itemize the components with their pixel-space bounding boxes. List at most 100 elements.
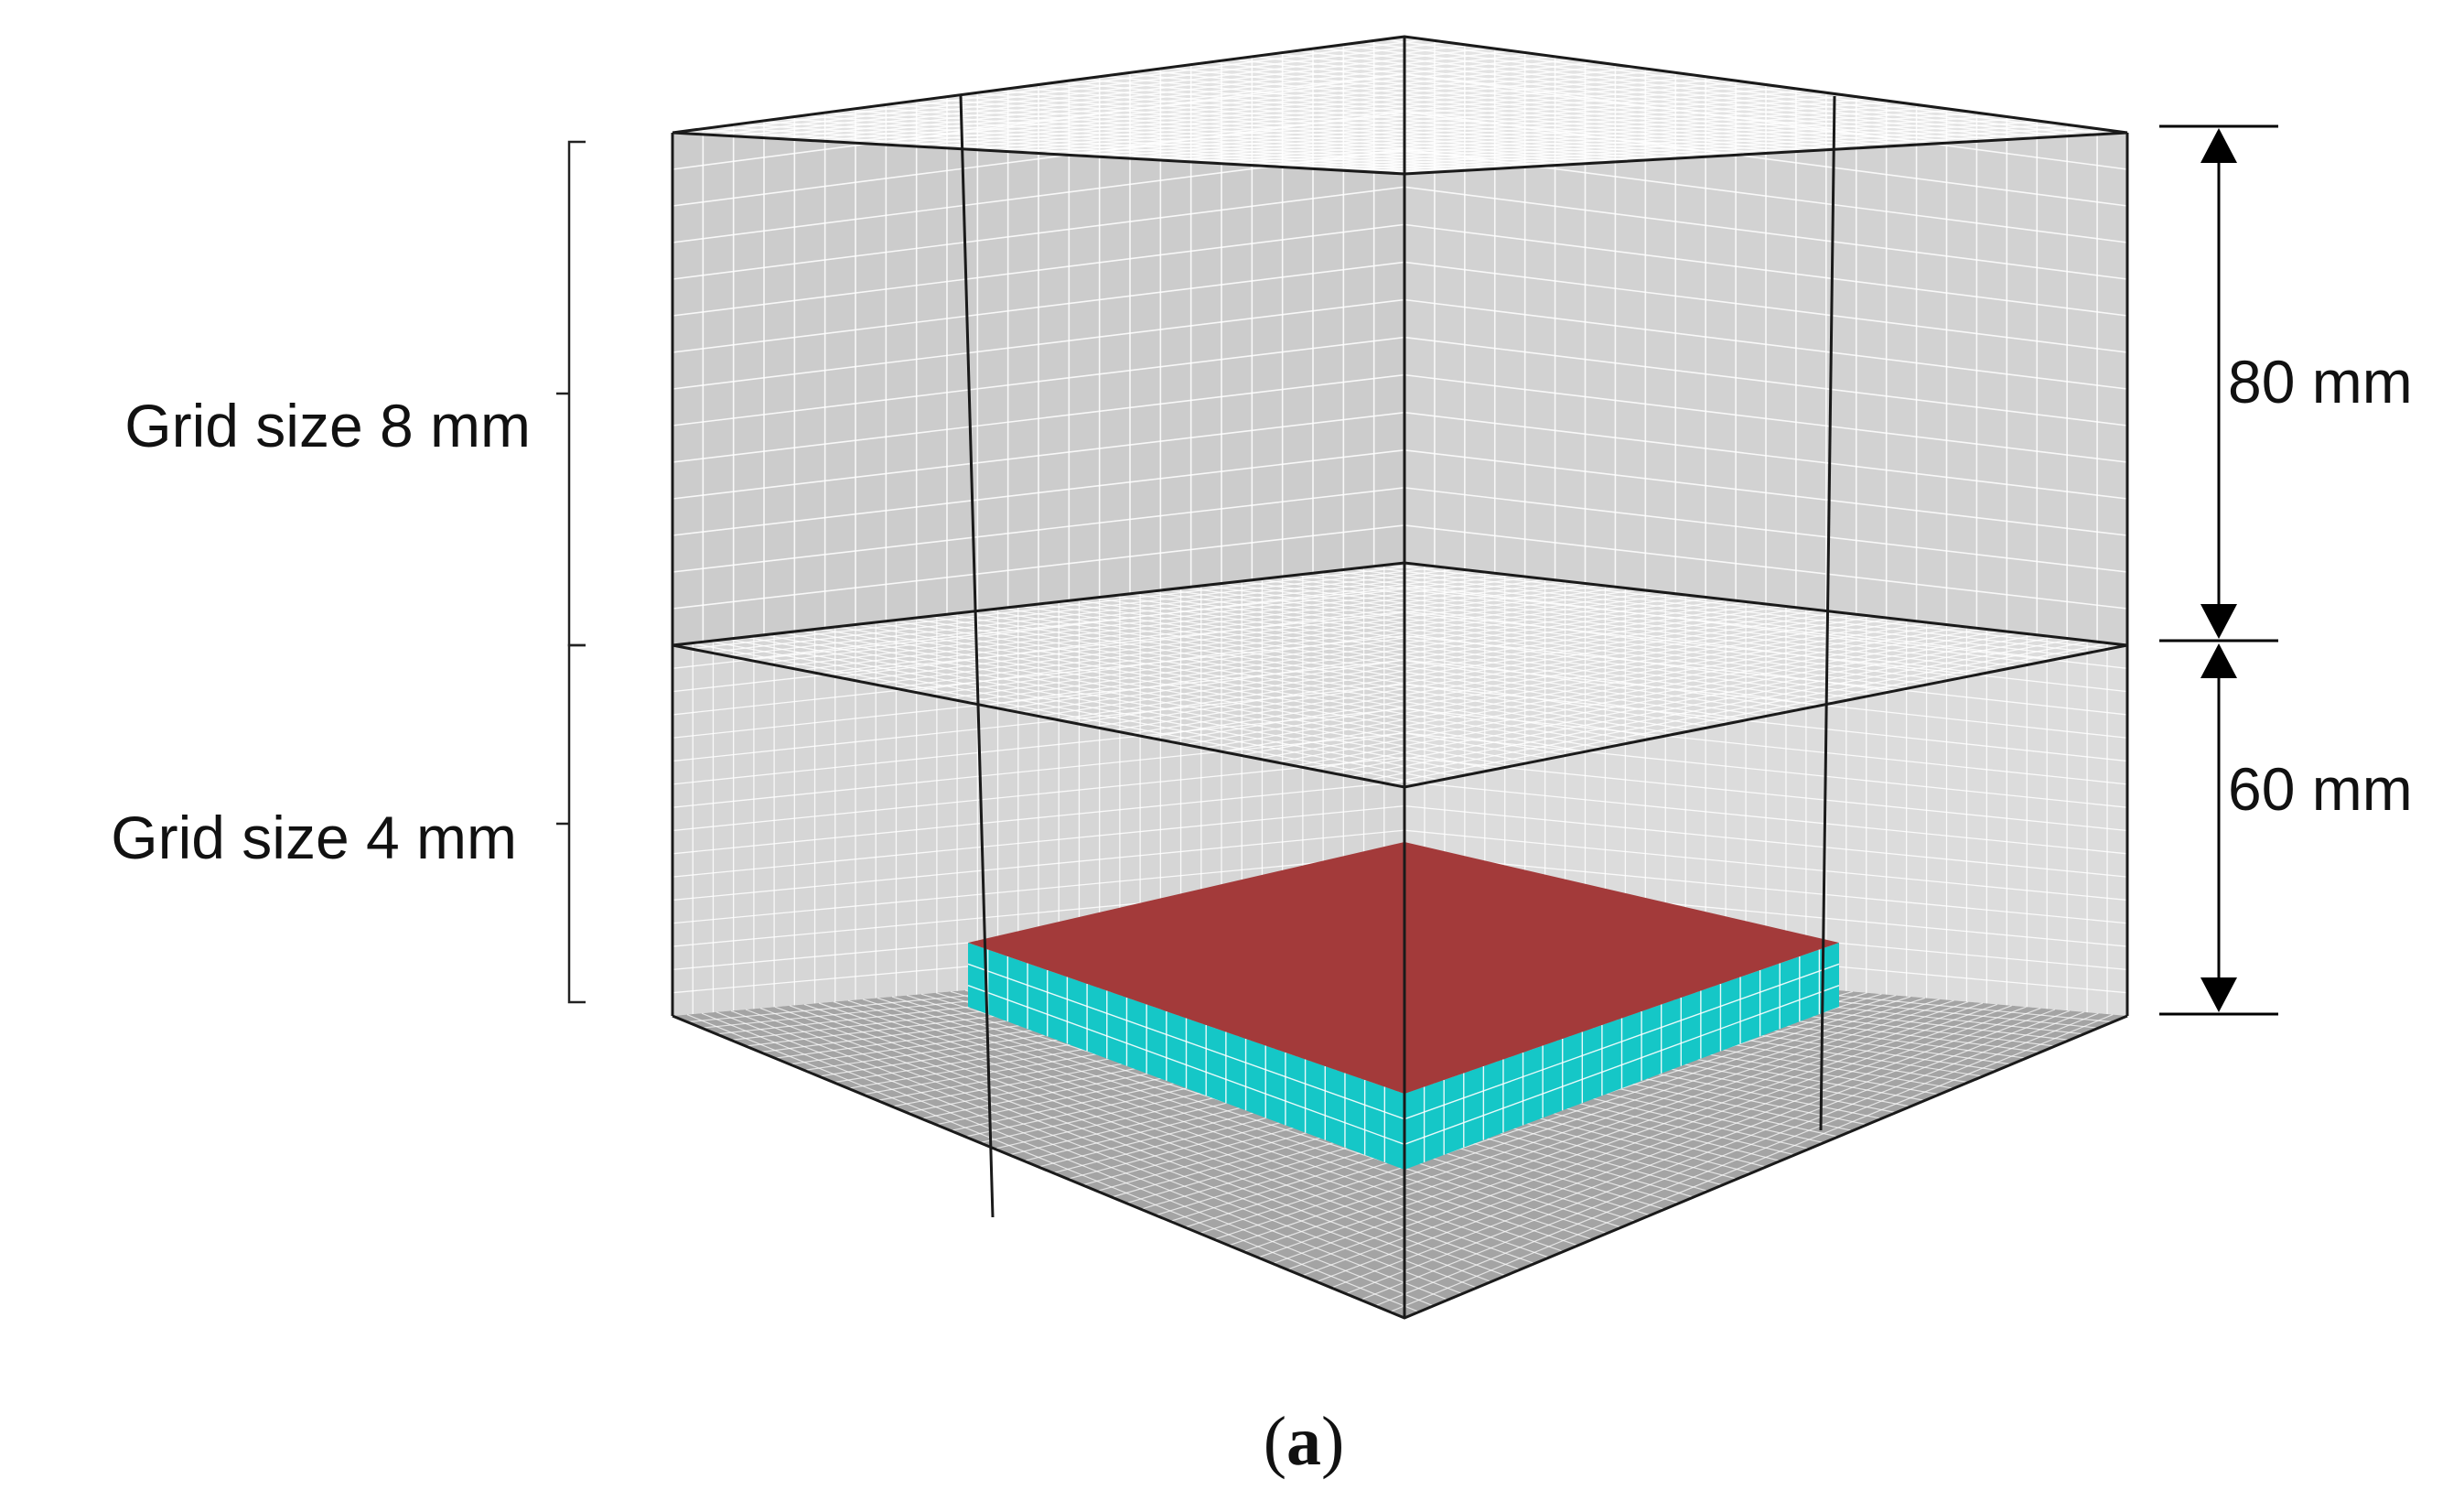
upper-left-wall-grid-line [672,186,1405,280]
floor-grid-line [1243,1001,1969,1252]
mid-plane-grid-line [1275,630,2001,763]
mid-plane-grid-line [1111,611,1839,731]
floor-grid-line [1286,1005,2012,1270]
top-face-grid-line [1361,126,2085,173]
upper-left-wall-grid-line [672,411,1405,500]
top-face-grid-line [823,55,1554,143]
top-face-grid-line [1167,101,1894,162]
floor-grid-line [1345,1010,2071,1295]
floor-grid-line [1213,999,1940,1240]
lower-left-wall-grid-line [672,635,1405,716]
domain-edges [671,35,2129,1320]
upper-left-wall-grid-line [672,524,1405,610]
upper-left-wall-grid-line [672,487,1405,573]
top-face-grid-line [737,44,1469,137]
mid-plane-grid-line [1056,605,1784,721]
top-face-grid-line [931,70,1660,148]
mid-plane-grid-line [1349,638,2073,778]
floor-grid-line [1316,1008,2041,1282]
arrowhead-lower-top [2200,643,2237,678]
top-face-grid-line [802,52,1533,141]
lower-right-wall-grid-line [1404,781,2128,855]
lower-left-wall-grid-line [672,829,1405,902]
mid-plane-grid-line [909,588,1640,693]
slab-right-side-grid-line [1404,963,1840,1120]
top-face-grid-line [1297,117,2021,169]
mid-plane-grid-line [891,587,1622,689]
upper-left-wall-grid-line [672,223,1405,317]
top-face-grid-line [1210,106,1936,164]
top-face-grid-line [1124,95,1852,159]
floor-grid-line [1360,1011,2084,1301]
lower-right-wall-grid-line [1404,610,2128,693]
floor-grid-line [1199,997,1925,1235]
top-face-grid-line [694,38,1426,135]
mid-plane-grid-line [873,585,1604,686]
mid-plane-grid-line [1330,636,2056,774]
top-face-grid-line [1017,81,1745,153]
top-face-grid-line [1254,112,1979,167]
mid-plane-grid-line [1221,623,1947,752]
mid-plane-grid-line [964,595,1695,703]
top-face-grid-line [888,64,1618,146]
top-face-grid-line [1189,103,1915,163]
top-face-grid-line [952,72,1682,150]
top-face-grid-line [1275,114,2000,167]
upper-height-label: 80 mm [2228,348,2413,416]
edge-inner-right-vertical [1819,95,1836,1131]
mid-plane-grid-line [781,574,1513,667]
mid-plane-grid-line [800,577,1532,671]
lower-right-wall-grid-line [1404,854,2128,924]
top-face-grid-line [1038,83,1767,155]
top-face-grid-line [759,47,1490,139]
top-face-grid-line [1103,92,1830,158]
mid-plane-grid-line [983,597,1712,707]
upper-right-wall-grid-line [1404,487,2128,573]
mid-plane-grid-line [1074,607,1802,724]
floor-grid-line [1301,1006,2027,1277]
lower-right-wall-grid-line [1404,732,2128,808]
floor-grid-line [1272,1003,1998,1265]
mid-plane-grid-line [1129,613,1856,735]
upper-right-wall-grid-line [1404,448,2128,536]
caption-close-paren: ) [1321,1403,1344,1480]
top-face-grid-line [1146,98,1873,160]
upper-right-wall-grid-line [1404,298,2128,390]
top-face-grid-line [909,67,1639,147]
mid-plane-grid-line [726,568,1459,657]
top-face-grid-line [1340,123,2064,171]
floor-grid-line [1374,1012,2099,1307]
mid-plane-grid-line [708,566,1441,653]
upper-left-wall-grid-line [672,261,1405,353]
lower-right-wall-grid-line [1404,804,2128,878]
upper-left-wall-grid-line [672,373,1405,463]
floor-grid-line [1330,1009,2056,1289]
floor-grid-line [1228,999,1954,1247]
mid-plane-grid-line [1202,621,1929,750]
slab-left-side-grid-line [967,985,1405,1145]
mid-plane-grid-line [745,570,1478,661]
top-face-grid-line [1232,109,1958,166]
slab-left-side-grid-line [967,963,1405,1120]
lower-left-wall-grid-line [672,732,1405,808]
mid-plane-outline [672,561,2128,789]
top-face-grid-line [845,58,1575,144]
mid-plane-grid-line [1001,599,1730,710]
upper-right-wall-grid-line [1404,261,2128,353]
lower-right-wall-grid-line [1404,756,2128,832]
top-face-grid-line [1060,86,1788,156]
upper-right-wall-grid-line [1404,524,2128,610]
top-face-grid-line [715,41,1447,136]
mid-plane-grid-line [1184,620,1911,746]
mid-plane-grid-line [1385,642,2110,784]
caption-open-paren: ( [1264,1403,1286,1480]
lower-right-wall-grid-line [1404,635,2128,716]
slab-right-side-grid-line [1404,985,1840,1145]
upper-left-wall-grid-line [672,448,1405,536]
top-face-grid-line [1081,89,1809,157]
upper-right-wall-grid-line [1404,186,2128,280]
lower-left-wall-grid-line [672,756,1405,832]
top-face-grid-line [995,78,1724,152]
arrowhead-upper-top [2200,128,2237,163]
top-face-grid-line [1318,120,2043,170]
